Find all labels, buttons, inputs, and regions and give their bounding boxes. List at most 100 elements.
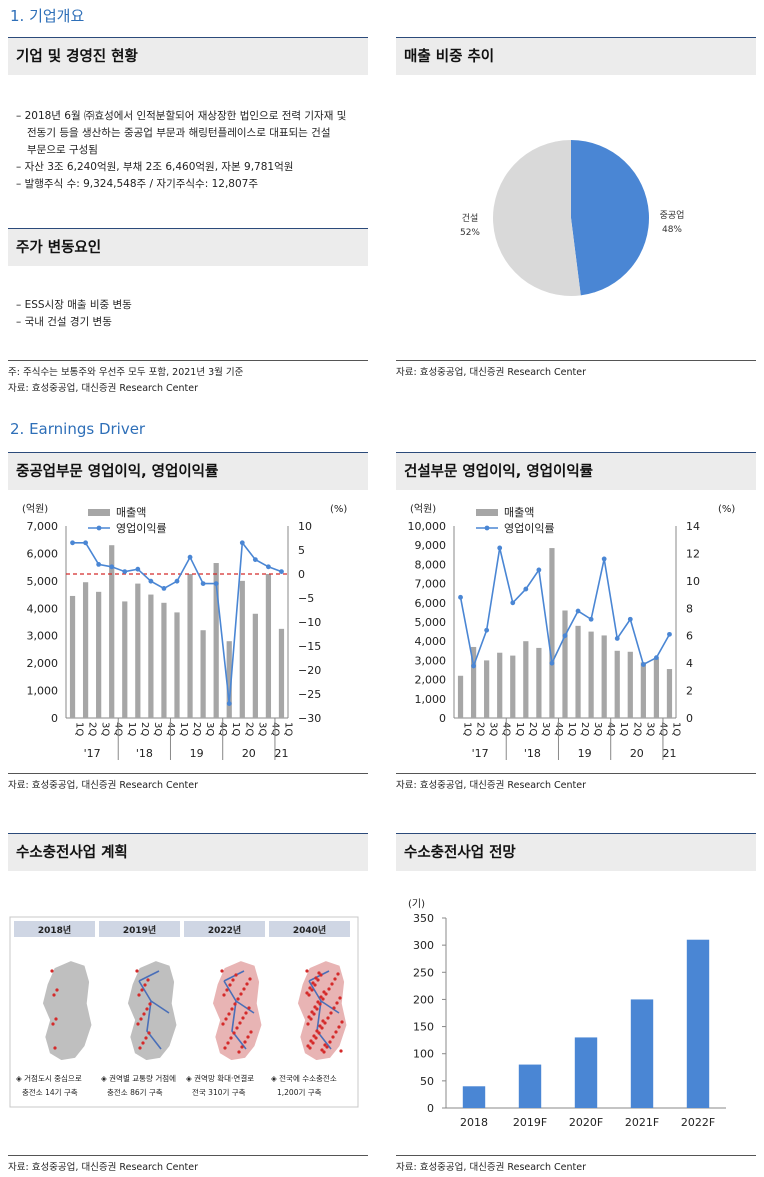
point-op-margin [614, 636, 620, 641]
quarter-label: 2Q [475, 722, 486, 736]
point-op-margin [96, 562, 102, 567]
bar-sales [278, 628, 285, 718]
station-dot [318, 1024, 322, 1028]
highway-network [308, 970, 340, 1050]
bar-sales [588, 631, 594, 718]
right-tick-label: 0 [686, 712, 693, 725]
y-axis-unit: (기) [408, 898, 425, 910]
station-dot [145, 1007, 149, 1011]
bar-sales [252, 613, 258, 718]
station-dot [338, 996, 342, 1000]
station-dot [221, 1022, 225, 1026]
hydrogen-outlook-source: 자료: 효성중공업, 대신증권 Research Center [396, 1155, 756, 1173]
section-title-overview: 1. 기업개요 [10, 7, 85, 25]
y-tick-label: 350 [413, 912, 434, 925]
station-dot [323, 1021, 327, 1025]
korea-map-shape [296, 959, 349, 1062]
station-dot [220, 969, 224, 973]
station-dot [322, 990, 326, 994]
year-label: 21 [662, 747, 676, 760]
station-dot [321, 997, 325, 1001]
station-dot [141, 1041, 145, 1045]
construction-chart: (억원) (%) 10,000 9,000 8,000 7,000 6,000 5,000 4,… [408, 503, 735, 760]
left-tick-label: 2,000 [415, 674, 447, 687]
map-caption-line2: 충전소 86기 구축 [107, 1087, 163, 1097]
station-dot [305, 969, 309, 973]
right-tick-label: −15 [298, 640, 321, 653]
map-year-band [269, 921, 350, 937]
station-dot [334, 1030, 338, 1034]
stock-footnote: 주: 주식수는 보통주와 우선주 모두 포함, 2021년 3월 기준 자료: … [8, 360, 368, 394]
bar-sales [601, 635, 607, 718]
station-dot [306, 1022, 310, 1026]
station-dot [307, 1015, 311, 1019]
company-panel-header: 기업 및 경영진 현황 [8, 37, 368, 75]
station-dot [314, 976, 318, 980]
station-dot [55, 988, 59, 992]
station-dot [230, 1007, 234, 1011]
quarter-label: 3Q [152, 722, 163, 736]
bar-sales [174, 612, 180, 718]
station-dot [308, 1046, 312, 1050]
station-dot [233, 1002, 237, 1006]
station-dot [225, 988, 229, 992]
quarter-label: 3Q [488, 722, 499, 736]
point-op-margin [484, 627, 490, 633]
station-dot [312, 1012, 316, 1016]
quarter-label: 1Q [230, 722, 241, 736]
korea-map-1 [41, 959, 94, 1062]
bar-stations [574, 1037, 598, 1108]
quarter-label: 1Q [566, 722, 577, 736]
year-label: 19 [578, 747, 592, 760]
right-tick-label: 8 [686, 602, 693, 615]
chart2-panel-header: 건설부문 영업이익, 영업이익률 [396, 452, 756, 490]
legend-bar-label: 매출액 [504, 506, 534, 519]
point-op-margin [135, 566, 141, 572]
station-dot [313, 1005, 317, 1009]
point-op-margin [109, 564, 115, 570]
korea-map-shape [126, 959, 179, 1062]
station-dot [315, 1029, 319, 1033]
bar-sales [536, 647, 542, 718]
map-year-label: 2018년 [38, 924, 71, 936]
station-dot [308, 986, 312, 990]
station-dot [50, 969, 54, 973]
left-tick-label: 2,000 [27, 657, 59, 670]
right-axis-unit: (%) [718, 504, 735, 515]
station-dot [246, 1035, 250, 1039]
chart1-source: 자료: 효성중공업, 대신증권 Research Center [8, 773, 368, 791]
legend-bar-label: 매출액 [116, 506, 146, 519]
station-dot [244, 1011, 248, 1015]
station-dot [319, 973, 323, 977]
quarter-label: 1Q [462, 722, 473, 736]
left-tick-label: 5,000 [415, 616, 447, 629]
station-dot [309, 1039, 313, 1043]
map-year-band [99, 921, 180, 937]
right-tick-label: −25 [298, 688, 321, 701]
bar-sales [549, 548, 555, 718]
station-dot [332, 1006, 336, 1010]
station-dot [226, 1041, 230, 1045]
korea-map-3 [211, 959, 264, 1062]
station-dot [143, 983, 147, 987]
pie-source: 자료: 효성중공업, 대신증권 Research Center [396, 360, 756, 378]
point-op-margin [458, 594, 463, 600]
station-dot [317, 1031, 321, 1035]
quarter-label: 3Q [540, 722, 551, 736]
stock-source: 자료: 효성중공업, 대신증권 Research Center [8, 383, 198, 394]
station-dot [223, 1046, 227, 1050]
map-year-band [14, 921, 95, 937]
left-tick-label: 4,000 [27, 602, 59, 615]
legend-bar-swatch [88, 509, 110, 516]
station-dot [52, 993, 56, 997]
station-dot [247, 1006, 251, 1010]
bar-sales [135, 583, 141, 718]
map-caption-box [269, 1067, 350, 1103]
station-dot [328, 1040, 332, 1044]
station-dot [54, 1017, 58, 1021]
quarter-label: 1Q [74, 722, 85, 736]
point-op-margin [667, 631, 672, 637]
y-tick-label: 200 [413, 993, 434, 1006]
quarter-label: 2Q [243, 722, 254, 736]
